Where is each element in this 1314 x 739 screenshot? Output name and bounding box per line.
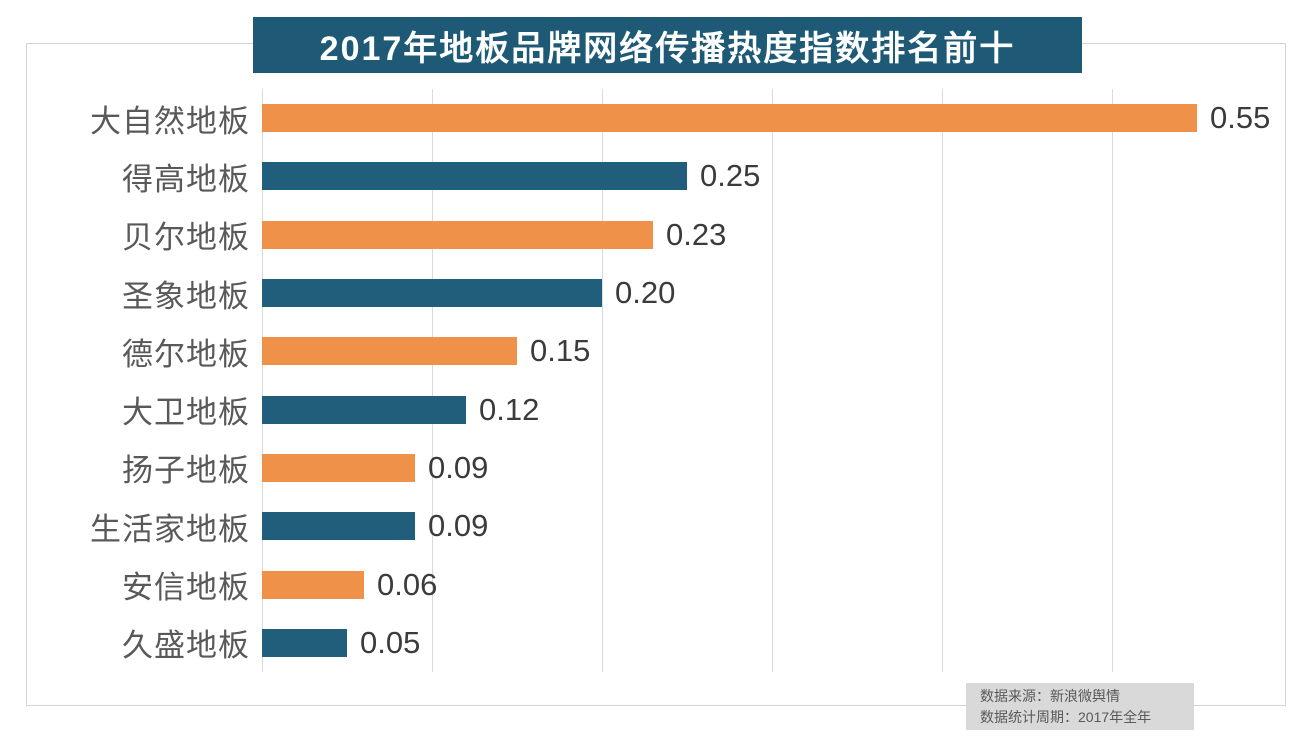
category-label: 久盛地板 (122, 628, 250, 664)
bar-row: 得高地板 0.25 (30, 147, 1286, 205)
value-label: 0.55 (1210, 100, 1271, 136)
category-label: 贝尔地板 (122, 220, 250, 256)
bar-row: 生活家地板 0.09 (30, 497, 1286, 555)
value-label: 0.09 (428, 449, 489, 485)
period-line: 数据统计周期：2017年全年 (980, 709, 1152, 725)
bar (262, 337, 517, 366)
bar (262, 628, 347, 657)
bar (262, 104, 1197, 133)
bar (262, 395, 466, 424)
bar (262, 512, 415, 541)
category-label: 扬子地板 (122, 453, 250, 489)
value-label: 0.09 (428, 508, 489, 544)
gridline (602, 89, 603, 672)
category-label: 安信地板 (122, 570, 250, 606)
plot-area (262, 89, 1286, 672)
category-label: 圣象地板 (122, 278, 250, 314)
chart-title: 2017年地板品牌网络传播热度指数排名前十 (319, 29, 1016, 68)
gridline (772, 89, 773, 672)
bar-row: 扬子地板 0.09 (30, 439, 1286, 497)
value-label: 0.20 (615, 275, 676, 311)
bar (262, 570, 364, 599)
value-label: 0.25 (700, 158, 761, 194)
source-line: 数据来源：新浪微舆情 (980, 688, 1120, 704)
chart-title-banner: 2017年地板品牌网络传播热度指数排名前十 (253, 17, 1082, 73)
value-label: 0.06 (377, 566, 438, 602)
value-label: 0.12 (479, 391, 540, 427)
gridline (942, 89, 943, 672)
value-label: 0.05 (360, 624, 421, 660)
category-label: 生活家地板 (90, 511, 250, 547)
gridline (432, 89, 433, 672)
category-label: 德尔地板 (122, 336, 250, 372)
bar-row: 久盛地板 0.05 (30, 614, 1286, 672)
bar-row: 贝尔地板 0.23 (30, 206, 1286, 264)
bar-row: 安信地板 0.06 (30, 555, 1286, 613)
category-label: 得高地板 (122, 161, 250, 197)
bar-row: 大卫地板 0.12 (30, 380, 1286, 438)
value-label: 0.15 (530, 333, 591, 369)
bar-row: 德尔地板 0.15 (30, 322, 1286, 380)
bar (262, 162, 687, 191)
bar-row: 圣象地板 0.20 (30, 264, 1286, 322)
bar-row: 大自然地板 0.55 (30, 89, 1286, 147)
bar (262, 220, 653, 249)
value-label: 0.23 (666, 216, 727, 252)
bar-rows-group: 大自然地板 0.55 得高地板 0.25 贝尔地板 0.23 圣象地板 0.20 德尔地板 0.1… (30, 89, 1286, 672)
gridline (262, 89, 263, 672)
bar (262, 453, 415, 482)
category-label: 大自然地板 (90, 103, 250, 139)
category-label: 大卫地板 (122, 395, 250, 431)
source-note-box: 数据来源：新浪微舆情 数据统计周期：2017年全年 (966, 683, 1194, 730)
gridline (1112, 89, 1113, 672)
bar (262, 279, 602, 308)
